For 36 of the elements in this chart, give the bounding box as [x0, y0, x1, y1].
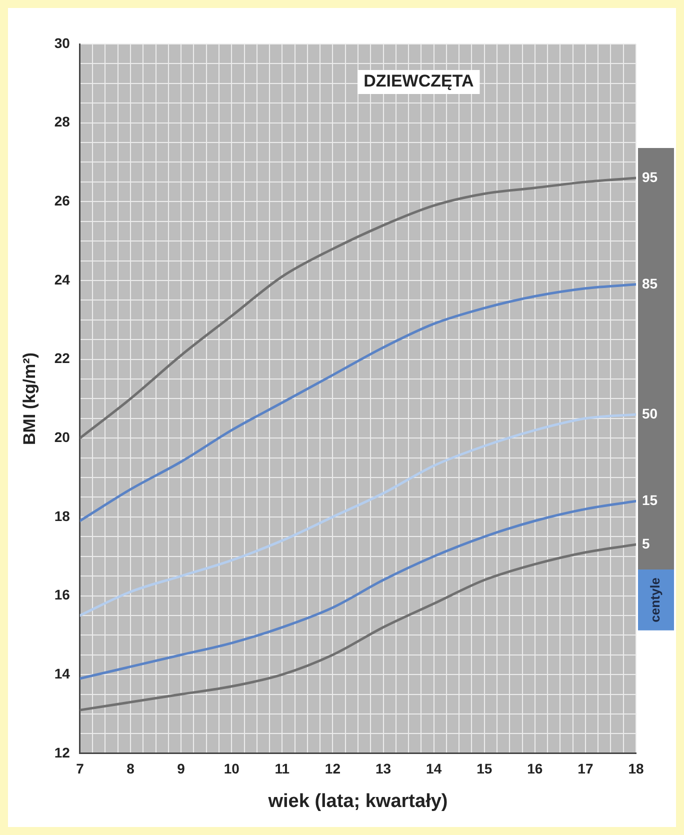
series-label: 15 — [642, 492, 658, 508]
series-label: 50 — [642, 405, 658, 422]
y-tick-label: 30 — [54, 34, 70, 51]
x-tick-label: 8 — [126, 760, 135, 777]
y-tick-label: 12 — [54, 744, 70, 760]
y-tick-label: 26 — [54, 192, 70, 209]
line-series — [80, 543, 636, 712]
x-axis-title: wiek (lata; kwartały) — [267, 790, 448, 812]
x-tick-label: 16 — [527, 760, 543, 777]
x-tick-label: 18 — [628, 760, 644, 777]
series-label: 5 — [642, 535, 650, 552]
x-tick-label: 7 — [76, 760, 84, 777]
y-tick-label: 28 — [54, 114, 70, 130]
y-axis-title: BMI (kg/m²) — [20, 352, 39, 445]
x-tick-label: 14 — [426, 760, 442, 777]
legend-title: centyle — [648, 578, 663, 622]
line-series — [80, 283, 636, 522]
line-series — [80, 500, 636, 680]
y-tick-label: 14 — [54, 665, 70, 682]
x-tick-label: 10 — [224, 760, 240, 777]
y-tick-label: 18 — [54, 508, 70, 524]
x-tick-label: 13 — [375, 760, 392, 777]
text: DZIEWCZĘTA — [364, 72, 474, 91]
y-tick-label: 24 — [54, 271, 70, 288]
x-tick-label: 17 — [578, 760, 594, 777]
y-tick-label: 16 — [54, 586, 70, 603]
x-tick-label: 11 — [274, 760, 290, 777]
x-tick-label: 9 — [177, 760, 186, 777]
y-tick-label: 22 — [54, 350, 70, 366]
series-label: 85 — [642, 275, 658, 292]
y-tick-label: 20 — [54, 428, 70, 445]
x-tick-label: 12 — [324, 760, 341, 777]
line-series — [80, 176, 636, 440]
x-tick-label: 15 — [476, 760, 492, 777]
series-label: 95 — [642, 168, 658, 185]
line-series — [80, 413, 636, 617]
